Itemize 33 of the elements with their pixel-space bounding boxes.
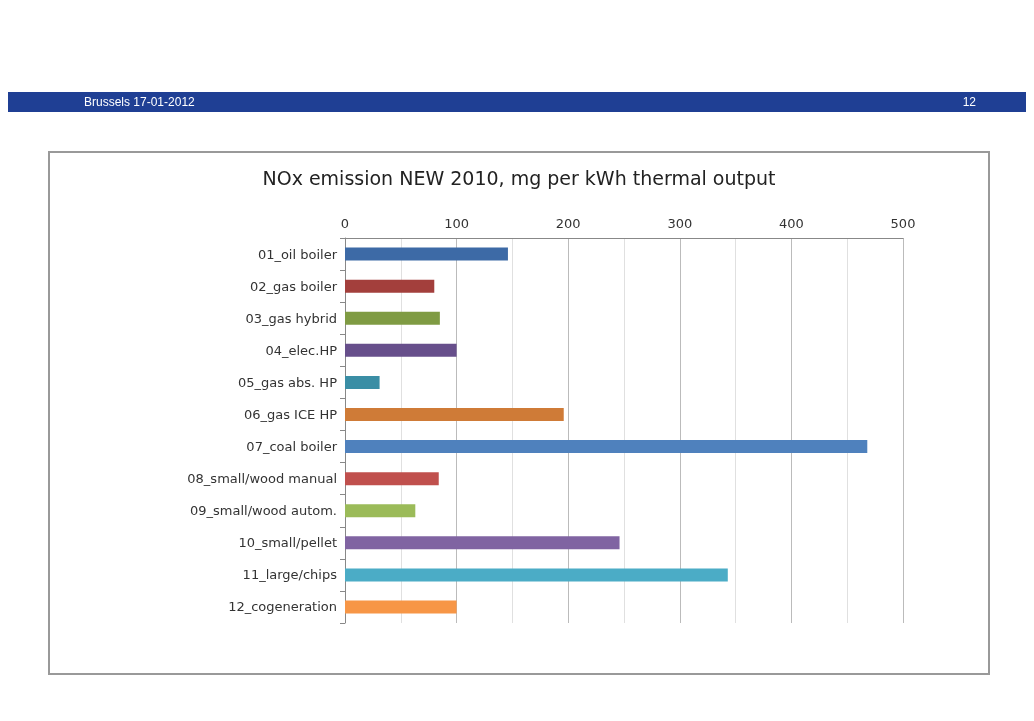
text: Brussels 17-01-2012 [84,95,195,109]
chart-title: NOx emission NEW 2010, mg per kWh thermal output [262,166,776,189]
bar [345,311,440,325]
x-tick-label: 100 [444,216,470,231]
y-tick-label: 04_elec.HP [265,342,338,358]
y-tick-label: 09_small/wood autom. [189,503,337,519]
bar [345,472,439,486]
y-tick-label: 11_large/chips [242,567,338,583]
y-tick-label: 12_cogeneration [228,599,337,615]
y-tick-label: 08_small/wood manual [187,471,337,487]
y-tick-label: 10_small/pellet [238,535,337,551]
bar [345,536,620,550]
bar [345,440,868,454]
bar [345,407,564,421]
y-tick-label: 02_gas boiler [250,278,338,294]
bar [345,247,508,261]
x-tick-label: 500 [890,216,916,231]
x-tick-label: 400 [778,216,804,231]
text: 12 [962,95,976,109]
bar [345,343,457,357]
y-tick-label: 06_gas ICE HP [243,406,338,422]
bar [345,375,380,389]
x-tick-label: 0 [340,216,350,231]
bar [345,600,457,614]
x-tick-label: 300 [667,216,693,231]
y-tick-label: 03_gas hybrid [245,310,337,326]
y-tick-label: 07_coal boiler [246,439,338,455]
bar [345,504,416,518]
bar [345,279,435,293]
y-tick-label: 05_gas abs. HP [237,374,338,390]
y-tick-label: 01_oil boiler [257,246,338,262]
bar [345,568,728,582]
x-tick-label: 200 [555,216,581,231]
